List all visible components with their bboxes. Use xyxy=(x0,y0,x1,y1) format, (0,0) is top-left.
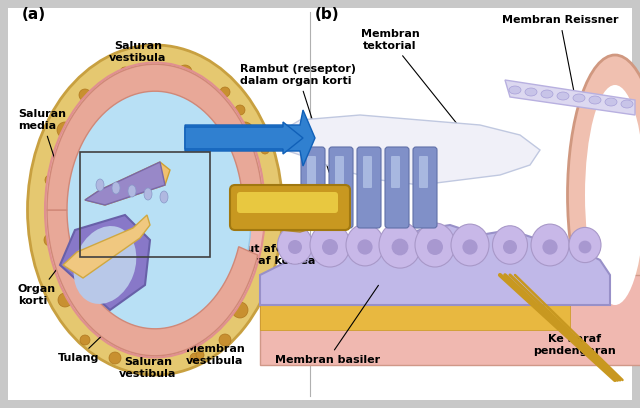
Ellipse shape xyxy=(128,185,136,197)
Ellipse shape xyxy=(219,334,231,346)
Polygon shape xyxy=(505,80,635,115)
Polygon shape xyxy=(240,198,315,232)
Ellipse shape xyxy=(503,240,517,254)
Ellipse shape xyxy=(346,224,384,266)
Ellipse shape xyxy=(261,146,269,154)
Ellipse shape xyxy=(120,67,130,77)
FancyBboxPatch shape xyxy=(363,156,372,188)
Ellipse shape xyxy=(322,239,338,255)
Ellipse shape xyxy=(310,223,350,267)
Ellipse shape xyxy=(45,62,265,357)
Ellipse shape xyxy=(509,86,521,94)
Bar xyxy=(80,152,210,257)
Polygon shape xyxy=(185,110,315,166)
Polygon shape xyxy=(260,225,610,305)
Ellipse shape xyxy=(543,239,557,255)
Ellipse shape xyxy=(57,122,73,138)
FancyBboxPatch shape xyxy=(335,156,344,188)
FancyBboxPatch shape xyxy=(237,192,338,213)
Text: (a): (a) xyxy=(22,7,46,22)
Ellipse shape xyxy=(288,240,302,254)
Ellipse shape xyxy=(541,90,553,98)
Ellipse shape xyxy=(109,352,121,364)
Ellipse shape xyxy=(568,55,640,335)
Ellipse shape xyxy=(80,335,90,345)
FancyBboxPatch shape xyxy=(230,185,350,230)
Ellipse shape xyxy=(59,86,251,350)
Ellipse shape xyxy=(235,105,245,115)
Ellipse shape xyxy=(451,224,489,266)
FancyBboxPatch shape xyxy=(307,156,316,188)
Polygon shape xyxy=(47,64,262,210)
Ellipse shape xyxy=(28,45,282,375)
Ellipse shape xyxy=(531,224,569,266)
Ellipse shape xyxy=(525,88,537,96)
Ellipse shape xyxy=(392,239,408,255)
Text: Tulang: Tulang xyxy=(58,327,111,363)
Ellipse shape xyxy=(178,65,192,79)
Ellipse shape xyxy=(190,353,200,363)
Polygon shape xyxy=(85,162,165,205)
Polygon shape xyxy=(60,215,150,310)
Ellipse shape xyxy=(112,182,120,194)
Ellipse shape xyxy=(589,96,601,104)
Ellipse shape xyxy=(605,98,617,106)
FancyBboxPatch shape xyxy=(413,147,437,228)
Text: (b): (b) xyxy=(315,7,340,22)
Ellipse shape xyxy=(144,188,152,200)
Ellipse shape xyxy=(96,179,104,191)
FancyBboxPatch shape xyxy=(419,156,428,188)
FancyBboxPatch shape xyxy=(391,156,400,188)
Ellipse shape xyxy=(245,265,255,275)
Text: Membran
vestibula: Membran vestibula xyxy=(182,312,244,366)
Text: Organ
korti: Organ korti xyxy=(18,250,71,306)
Text: Ke Saraf
pendengaran: Ke Saraf pendengaran xyxy=(534,334,616,361)
Ellipse shape xyxy=(579,241,591,253)
Ellipse shape xyxy=(58,293,72,307)
Ellipse shape xyxy=(44,234,56,246)
FancyBboxPatch shape xyxy=(385,147,409,228)
Ellipse shape xyxy=(74,226,136,304)
Ellipse shape xyxy=(160,191,168,203)
Text: Membran basiler: Membran basiler xyxy=(275,285,380,365)
Ellipse shape xyxy=(569,227,601,263)
Ellipse shape xyxy=(232,302,248,318)
Polygon shape xyxy=(47,210,258,356)
Ellipse shape xyxy=(45,175,55,185)
FancyBboxPatch shape xyxy=(301,147,325,228)
Text: Serabut aferen
dari saraf koklea: Serabut aferen dari saraf koklea xyxy=(188,219,316,266)
Ellipse shape xyxy=(557,92,569,100)
Ellipse shape xyxy=(493,226,527,264)
Ellipse shape xyxy=(220,87,230,97)
Ellipse shape xyxy=(462,239,477,255)
Ellipse shape xyxy=(249,164,261,176)
Text: Rambut (reseptor)
dalam organ korti: Rambut (reseptor) dalam organ korti xyxy=(240,64,356,172)
Ellipse shape xyxy=(427,239,443,255)
Polygon shape xyxy=(85,162,170,205)
FancyArrow shape xyxy=(185,122,303,154)
Ellipse shape xyxy=(196,351,204,359)
Ellipse shape xyxy=(237,122,253,138)
Ellipse shape xyxy=(379,222,421,268)
Ellipse shape xyxy=(585,85,640,305)
Text: Membran Reissner: Membran Reissner xyxy=(502,15,618,94)
Ellipse shape xyxy=(79,89,91,101)
Text: Membran
tektorial: Membran tektorial xyxy=(360,29,468,138)
Text: Tulang: Tulang xyxy=(235,200,276,217)
Text: Saluran
vestibula: Saluran vestibula xyxy=(119,343,177,379)
Ellipse shape xyxy=(415,223,455,267)
Text: Saluran
vestibula: Saluran vestibula xyxy=(109,41,166,77)
Ellipse shape xyxy=(573,94,585,102)
Polygon shape xyxy=(270,115,540,185)
Bar xyxy=(260,305,570,330)
Ellipse shape xyxy=(253,213,267,227)
Polygon shape xyxy=(63,215,150,278)
Ellipse shape xyxy=(278,226,312,264)
Bar xyxy=(260,275,640,365)
FancyBboxPatch shape xyxy=(357,147,381,228)
Text: Saluran
media: Saluran media xyxy=(18,109,66,172)
Ellipse shape xyxy=(621,100,633,108)
FancyBboxPatch shape xyxy=(329,147,353,228)
Ellipse shape xyxy=(357,239,372,255)
